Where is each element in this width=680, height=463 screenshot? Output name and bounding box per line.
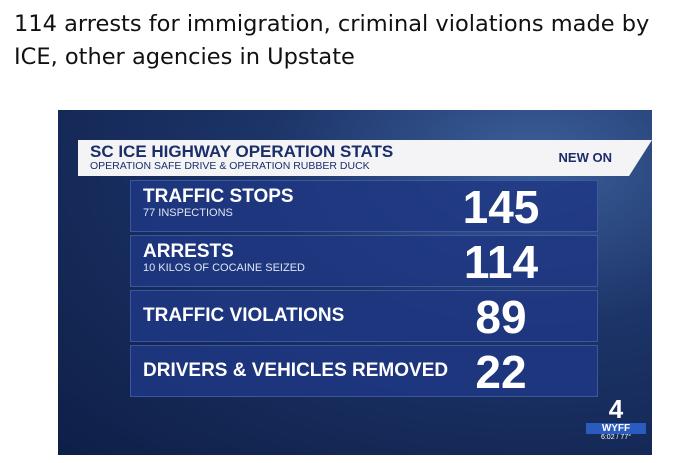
- graphic-title: SC ICE HIGHWAY OPERATION STATS: [90, 142, 394, 161]
- stat-row: TRAFFIC STOPS 77 INSPECTIONS 145: [130, 180, 598, 233]
- stat-label: TRAFFIC STOPS: [143, 186, 294, 207]
- stat-sublabel: 10 KILOS OF COCAINE SEIZED: [143, 262, 305, 274]
- stat-row: ARRESTS 10 KILOS OF COCAINE SEIZED 114: [130, 235, 598, 288]
- tv-graphic: SC ICE HIGHWAY OPERATION STATS OPERATION…: [58, 110, 652, 455]
- stat-label: DRIVERS & VEHICLES REMOVED: [143, 360, 449, 381]
- title-banner: SC ICE HIGHWAY OPERATION STATS OPERATION…: [78, 140, 652, 176]
- stat-value: 145: [462, 181, 540, 233]
- graphic-subtitle: OPERATION SAFE DRIVE & OPERATION RUBBER …: [90, 160, 370, 172]
- headline: 114 arrests for immigration, criminal vi…: [14, 11, 650, 70]
- stat-row: TRAFFIC VIOLATIONS 89: [130, 290, 598, 343]
- stat-row: DRIVERS & VEHICLES REMOVED 22: [130, 345, 598, 398]
- stat-value: 89: [475, 291, 527, 343]
- station-logo: 4 WYFF 6:02 / 77°: [586, 395, 646, 447]
- status: 6:02 / 77°: [600, 434, 632, 441]
- station: WYFF: [586, 423, 646, 434]
- channel: 4: [608, 394, 624, 424]
- stat-label: TRAFFIC VIOLATIONS: [143, 305, 345, 326]
- stat-value: 114: [463, 236, 539, 288]
- stat-label: ARRESTS: [143, 241, 234, 262]
- stat-value: 22: [475, 346, 527, 398]
- stat-sublabel: 77 INSPECTIONS: [143, 207, 233, 219]
- badge: NEW ON: [558, 150, 612, 165]
